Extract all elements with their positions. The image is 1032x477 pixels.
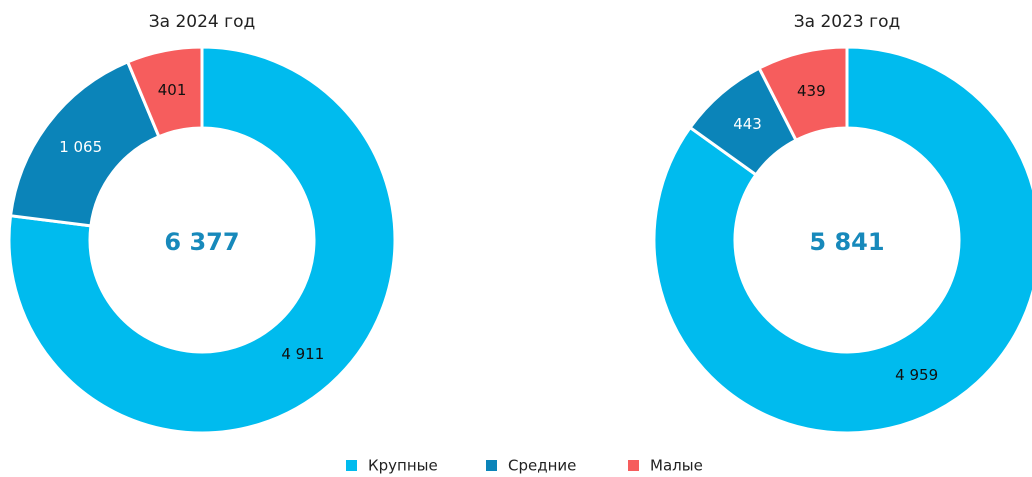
donut-slice: [757, 45, 849, 143]
legend-label: Средние: [508, 457, 576, 475]
data-label: 4 959: [895, 366, 938, 384]
legend-label: Малые: [650, 457, 703, 475]
data-label: 439: [797, 82, 826, 100]
center-label: 6 377: [164, 228, 239, 256]
donut-slice: [652, 45, 1032, 435]
donut-slice: [125, 45, 204, 139]
center-label: 5 841: [809, 228, 884, 256]
data-label: 1 065: [59, 138, 102, 156]
legend-swatch: [628, 460, 639, 471]
data-label: 401: [158, 81, 187, 99]
data-label: 4 911: [281, 345, 324, 363]
legend-swatch: [486, 460, 497, 471]
chart-title: За 2024 год: [149, 12, 255, 32]
chart-title: За 2023 год: [794, 12, 900, 32]
legend-swatch: [346, 460, 357, 471]
data-label: 443: [733, 115, 762, 133]
donut-slice: [7, 45, 397, 435]
legend-label: Крупные: [368, 457, 438, 475]
